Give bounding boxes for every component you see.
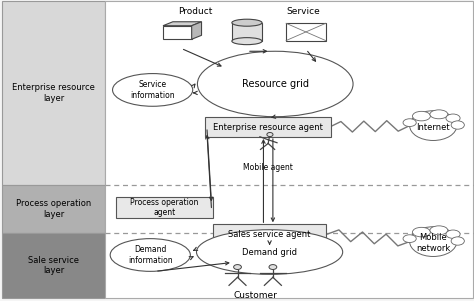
Ellipse shape — [198, 51, 353, 117]
Text: Resource grid: Resource grid — [242, 79, 309, 89]
Text: Demand
information: Demand information — [128, 245, 173, 265]
Ellipse shape — [410, 227, 457, 256]
Text: Sales service agent: Sales service agent — [228, 230, 311, 239]
Text: Enterprise resource agent: Enterprise resource agent — [213, 123, 323, 132]
Text: Service: Service — [287, 7, 320, 16]
Ellipse shape — [234, 265, 241, 269]
Ellipse shape — [451, 121, 465, 129]
FancyBboxPatch shape — [2, 1, 106, 185]
FancyBboxPatch shape — [205, 117, 331, 137]
Ellipse shape — [410, 111, 457, 141]
Ellipse shape — [430, 110, 448, 119]
Ellipse shape — [267, 132, 273, 137]
Text: Internet: Internet — [416, 123, 450, 132]
Text: Mobile agent: Mobile agent — [243, 163, 293, 172]
Text: Sale service
layer: Sale service layer — [28, 256, 79, 275]
Ellipse shape — [446, 230, 460, 238]
Ellipse shape — [232, 38, 262, 45]
Ellipse shape — [451, 237, 465, 245]
Ellipse shape — [232, 19, 262, 26]
Ellipse shape — [269, 265, 277, 269]
Ellipse shape — [110, 239, 191, 272]
FancyBboxPatch shape — [286, 23, 326, 41]
Text: Service
information: Service information — [130, 80, 175, 100]
Polygon shape — [163, 26, 191, 39]
Text: Mobile
network: Mobile network — [416, 233, 450, 253]
FancyBboxPatch shape — [2, 185, 106, 233]
FancyBboxPatch shape — [213, 224, 327, 244]
Ellipse shape — [403, 119, 416, 126]
Text: Product: Product — [178, 7, 212, 16]
Polygon shape — [191, 22, 201, 39]
Ellipse shape — [446, 114, 460, 122]
Ellipse shape — [197, 230, 343, 274]
Ellipse shape — [412, 227, 430, 237]
Text: Customer: Customer — [234, 291, 277, 300]
FancyBboxPatch shape — [232, 23, 262, 41]
Ellipse shape — [412, 111, 430, 121]
Text: Process operation
layer: Process operation layer — [16, 199, 91, 219]
Ellipse shape — [403, 235, 416, 243]
FancyBboxPatch shape — [2, 233, 106, 298]
Polygon shape — [163, 22, 201, 26]
FancyBboxPatch shape — [116, 197, 213, 218]
Ellipse shape — [430, 226, 448, 235]
Ellipse shape — [112, 73, 193, 106]
Text: Process operation
agent: Process operation agent — [130, 198, 199, 217]
Text: Demand grid: Demand grid — [242, 247, 297, 256]
Text: Enterprise resource
layer: Enterprise resource layer — [12, 83, 95, 103]
FancyBboxPatch shape — [106, 1, 474, 298]
